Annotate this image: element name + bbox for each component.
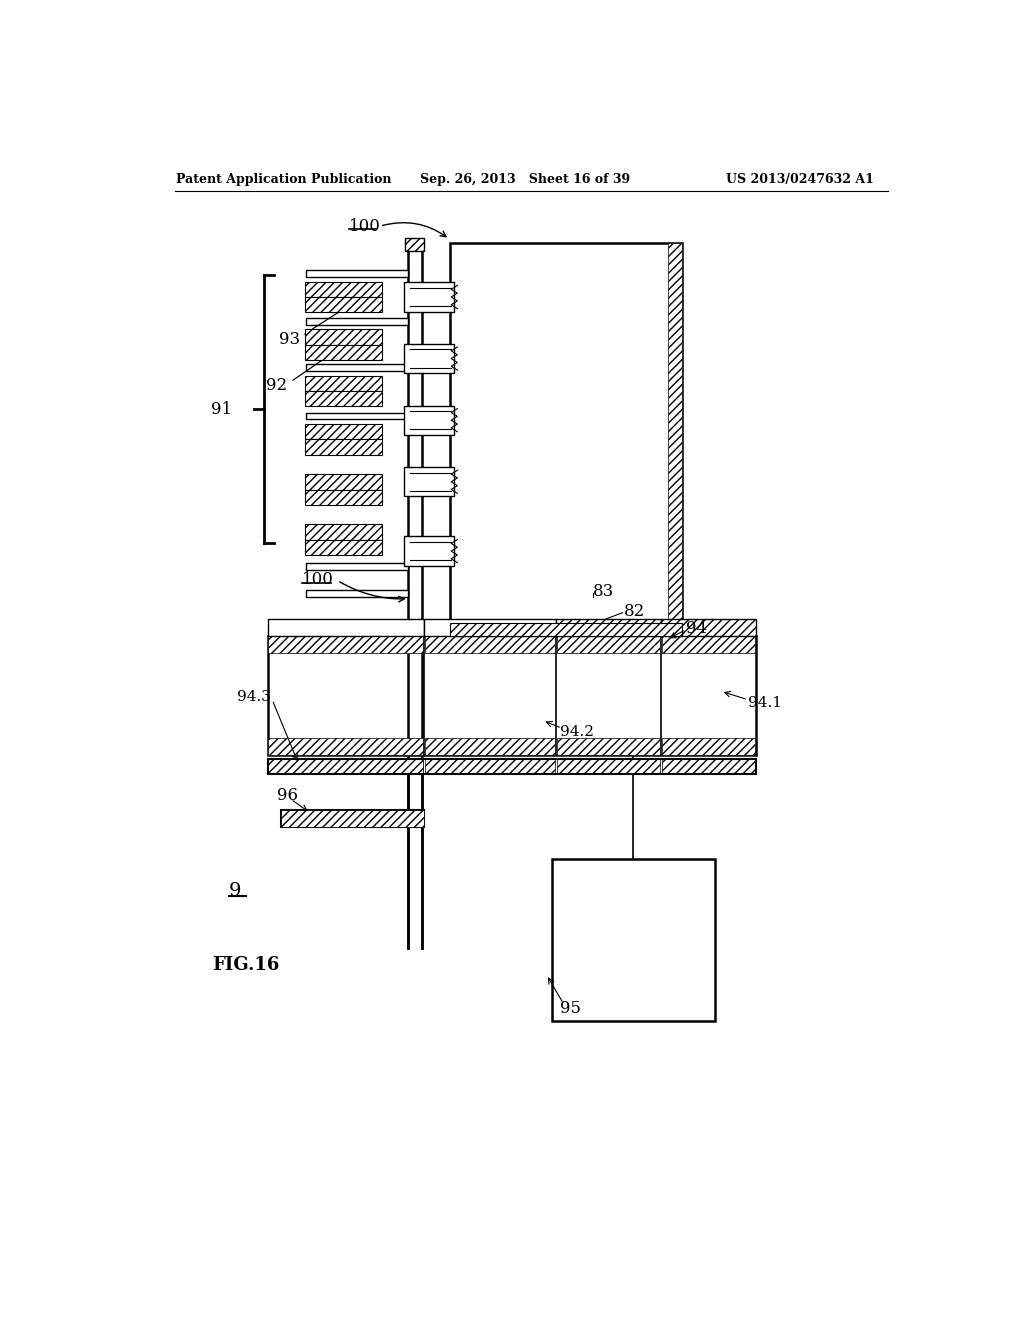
Bar (306, 318, 408, 325)
Text: FIG.16: FIG.16 (212, 957, 280, 974)
Bar (406, 239, 424, 251)
Bar (410, 411, 452, 429)
Bar (662, 636, 755, 653)
Bar (268, 738, 423, 755)
Bar (410, 543, 452, 561)
Bar (306, 562, 408, 570)
Text: 9: 9 (228, 883, 242, 900)
Text: 83: 83 (593, 582, 614, 599)
Bar (306, 413, 408, 420)
Bar (450, 623, 682, 628)
Bar (556, 619, 662, 636)
Text: Patent Application Publication: Patent Application Publication (176, 173, 391, 186)
Bar (450, 623, 682, 636)
Bar (662, 738, 755, 755)
Text: Sep. 26, 2013   Sheet 16 of 39: Sep. 26, 2013 Sheet 16 of 39 (420, 173, 630, 186)
Bar (410, 288, 452, 306)
Bar (425, 738, 555, 755)
Bar (305, 281, 382, 297)
Bar (669, 243, 682, 628)
Bar (306, 271, 408, 277)
Bar (268, 759, 423, 775)
Text: 82: 82 (624, 603, 645, 619)
Bar (403, 405, 454, 434)
Bar (305, 440, 382, 455)
Bar (306, 364, 408, 371)
Bar (267, 619, 424, 636)
Bar (305, 474, 382, 490)
Bar (662, 619, 756, 636)
Bar (267, 636, 756, 755)
Bar (557, 738, 660, 755)
Bar (403, 467, 454, 496)
Text: 100: 100 (349, 218, 381, 235)
Text: 95: 95 (560, 1001, 582, 1016)
Bar (305, 297, 382, 313)
Bar (305, 424, 382, 440)
Text: US 2013/0247632 A1: US 2013/0247632 A1 (726, 173, 873, 186)
Bar (282, 810, 424, 826)
Bar (450, 243, 682, 628)
Bar (305, 490, 382, 506)
Bar (305, 540, 382, 554)
Bar (282, 810, 424, 826)
Bar (403, 536, 454, 566)
Text: 94.2: 94.2 (560, 725, 595, 739)
Bar (305, 330, 382, 345)
Bar (425, 759, 555, 775)
Text: 91: 91 (212, 401, 232, 418)
Bar (403, 282, 454, 312)
Bar (305, 345, 382, 360)
Bar (305, 376, 382, 391)
Text: 94.3: 94.3 (238, 690, 271, 705)
Bar (424, 619, 556, 636)
Bar (662, 759, 755, 775)
Bar (305, 524, 382, 540)
Text: 96: 96 (276, 788, 298, 804)
Bar (267, 759, 756, 775)
Text: 100: 100 (302, 572, 334, 589)
Bar (425, 636, 555, 653)
Text: 93: 93 (279, 331, 300, 348)
Bar (552, 859, 715, 1020)
Bar (557, 759, 660, 775)
Bar (557, 636, 660, 653)
Text: 92: 92 (266, 378, 287, 395)
Bar (410, 350, 452, 368)
Bar (410, 473, 452, 491)
Text: 94.1: 94.1 (748, 696, 782, 710)
Text: 94: 94 (686, 619, 708, 636)
Bar (268, 636, 423, 653)
Bar (403, 345, 454, 374)
Bar (305, 391, 382, 407)
Bar (306, 590, 408, 597)
